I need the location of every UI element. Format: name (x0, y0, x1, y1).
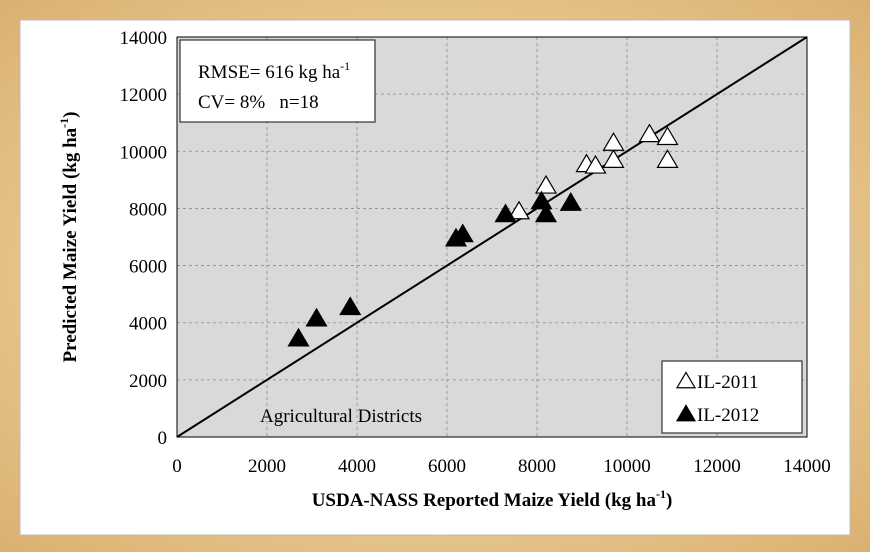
point (656, 126, 679, 146)
plot-border (176, 36, 808, 438)
annotation-text: RMSE= 616 kg ha (198, 62, 341, 83)
label-sup: -1 (656, 487, 666, 501)
y-tick-label: 14000 (120, 28, 168, 49)
x-tick-label: 6000 (428, 456, 466, 477)
x-tick-label: 0 (172, 456, 182, 477)
y-tick-label: 0 (158, 428, 168, 449)
label-tail: ) (60, 112, 81, 118)
point (287, 327, 310, 347)
y-axis-label: Predicted Maize Yield (kg ha-1) (57, 112, 81, 363)
point (602, 132, 625, 151)
point (656, 149, 679, 168)
point (305, 307, 328, 327)
legend-label: IL-2012 (697, 405, 759, 426)
x-tick-label: 14000 (783, 456, 831, 477)
marks (176, 36, 808, 438)
x-tick-label: 10000 (603, 456, 651, 477)
point (534, 203, 558, 223)
annotation: CV= 8% n=18 (198, 92, 319, 113)
x-axis-label: USDA-NASS Reported Maize Yield (kg ha-1) (312, 487, 673, 511)
annotation: Agricultural Districts (260, 406, 422, 427)
y-tick-label: 2000 (129, 371, 167, 392)
point (534, 174, 558, 194)
legend-label: IL-2011 (697, 372, 759, 393)
y-tick-label: 4000 (129, 314, 167, 335)
y-tick-label: 8000 (129, 199, 167, 220)
label-sup: -1 (57, 118, 71, 128)
y-tick-label: 10000 (120, 142, 168, 163)
legend-marker (675, 371, 697, 389)
y-tick-label: 6000 (129, 257, 167, 278)
point (602, 149, 625, 168)
point (638, 123, 661, 143)
label-tail: ) (666, 490, 672, 511)
annotation: RMSE= 616 kg ha-1 (198, 59, 350, 83)
legend: IL-2011 IL-2012 (661, 360, 803, 434)
point (451, 223, 474, 243)
stats-box (179, 39, 376, 123)
y-tick-label: 12000 (120, 85, 168, 106)
x-tick-label: 12000 (693, 456, 741, 477)
point (507, 200, 531, 220)
point (339, 296, 362, 316)
label-text: Predicted Maize Yield (kg ha (60, 127, 81, 362)
point (584, 154, 607, 174)
x-tick-label: 2000 (248, 456, 286, 477)
x-tick-label: 4000 (338, 456, 376, 477)
x-tick-label: 8000 (518, 456, 556, 477)
identity-line (176, 36, 808, 438)
label-text: USDA-NASS Reported Maize Yield (kg ha (312, 490, 657, 511)
point (494, 203, 517, 223)
annotation-sup: -1 (340, 59, 350, 73)
point (559, 192, 582, 211)
legend-marker (675, 404, 697, 422)
